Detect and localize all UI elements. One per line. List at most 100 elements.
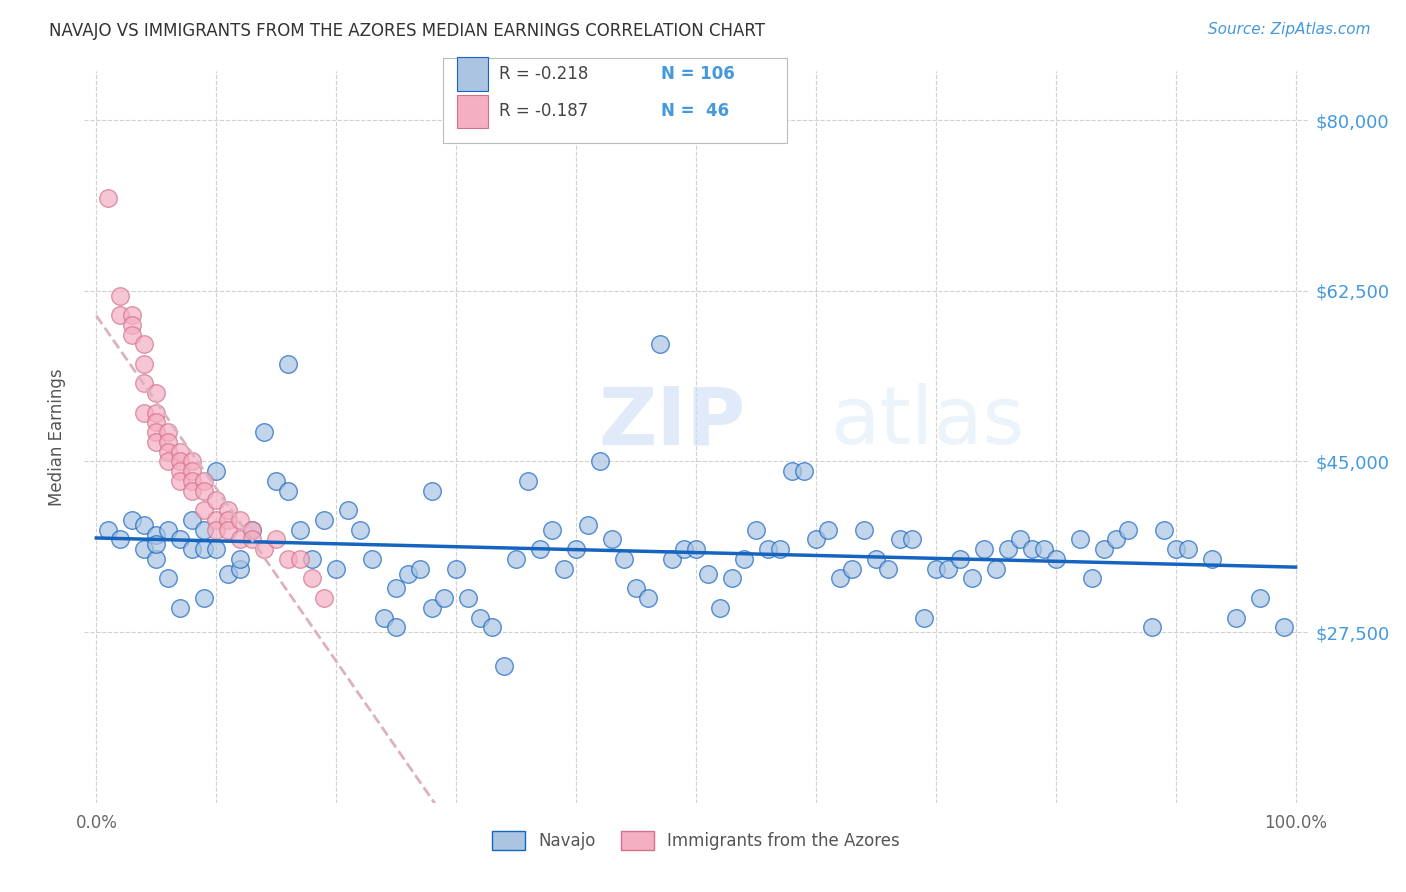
Point — [1092, 542, 1115, 557]
Point — [889, 533, 911, 547]
Point — [865, 552, 887, 566]
Point — [290, 523, 312, 537]
Point — [145, 386, 167, 401]
Point — [181, 513, 204, 527]
Point — [1272, 620, 1295, 634]
Point — [637, 591, 659, 605]
Point — [193, 503, 215, 517]
Point — [1249, 591, 1271, 605]
Point — [912, 610, 935, 624]
Point — [181, 474, 204, 488]
Point — [193, 474, 215, 488]
Point — [444, 562, 467, 576]
Point — [973, 542, 995, 557]
Text: R = -0.218: R = -0.218 — [499, 65, 589, 83]
Legend: Navajo, Immigrants from the Azores: Navajo, Immigrants from the Azores — [485, 824, 907, 856]
Point — [876, 562, 898, 576]
Point — [517, 474, 540, 488]
Point — [457, 591, 479, 605]
Point — [828, 572, 851, 586]
Point — [97, 523, 120, 537]
Point — [949, 552, 972, 566]
Point — [157, 523, 180, 537]
Point — [205, 542, 228, 557]
Point — [110, 533, 132, 547]
Point — [385, 581, 408, 595]
Point — [169, 454, 191, 468]
Point — [205, 493, 228, 508]
Point — [301, 572, 323, 586]
Point — [361, 552, 384, 566]
Text: R = -0.187: R = -0.187 — [499, 103, 588, 120]
Point — [110, 288, 132, 302]
Text: ZIP: ZIP — [598, 384, 745, 461]
Point — [240, 523, 263, 537]
Point — [157, 572, 180, 586]
Point — [145, 552, 167, 566]
Point — [169, 444, 191, 458]
Point — [1080, 572, 1102, 586]
Point — [145, 406, 167, 420]
Point — [672, 542, 695, 557]
Point — [1225, 610, 1247, 624]
Point — [325, 562, 347, 576]
Point — [277, 483, 299, 498]
Point — [134, 542, 156, 557]
Point — [181, 483, 204, 498]
Point — [648, 337, 671, 351]
Point — [253, 542, 276, 557]
Point — [1021, 542, 1043, 557]
Point — [1177, 542, 1199, 557]
Point — [337, 503, 360, 517]
Point — [157, 444, 180, 458]
Point — [264, 474, 287, 488]
Point — [373, 610, 395, 624]
Point — [409, 562, 432, 576]
Point — [541, 523, 564, 537]
Point — [193, 523, 215, 537]
Point — [852, 523, 875, 537]
Point — [134, 376, 156, 391]
Point — [420, 600, 443, 615]
Point — [193, 483, 215, 498]
Point — [181, 464, 204, 478]
Point — [1045, 552, 1067, 566]
Point — [804, 533, 827, 547]
Point — [984, 562, 1007, 576]
Point — [205, 464, 228, 478]
Point — [901, 533, 924, 547]
Point — [349, 523, 371, 537]
Point — [600, 533, 623, 547]
Point — [1069, 533, 1091, 547]
Point — [145, 434, 167, 449]
Point — [960, 572, 983, 586]
Point — [240, 533, 263, 547]
Point — [253, 425, 276, 440]
Point — [925, 562, 948, 576]
Point — [290, 552, 312, 566]
Text: Source: ZipAtlas.com: Source: ZipAtlas.com — [1208, 22, 1371, 37]
Point — [145, 537, 167, 551]
Point — [145, 416, 167, 430]
Point — [997, 542, 1019, 557]
Point — [205, 513, 228, 527]
Point — [217, 513, 239, 527]
Point — [385, 620, 408, 634]
Point — [553, 562, 575, 576]
Point — [505, 552, 527, 566]
Point — [157, 425, 180, 440]
Point — [1140, 620, 1163, 634]
Point — [110, 308, 132, 322]
Text: NAVAJO VS IMMIGRANTS FROM THE AZORES MEDIAN EARNINGS CORRELATION CHART: NAVAJO VS IMMIGRANTS FROM THE AZORES MED… — [49, 22, 765, 40]
Point — [709, 600, 731, 615]
Point — [134, 406, 156, 420]
Point — [121, 327, 143, 342]
Point — [1032, 542, 1054, 557]
Point — [169, 464, 191, 478]
Point — [314, 591, 336, 605]
Point — [780, 464, 803, 478]
Point — [134, 357, 156, 371]
Point — [396, 566, 419, 581]
Point — [277, 552, 299, 566]
Point — [494, 659, 516, 673]
